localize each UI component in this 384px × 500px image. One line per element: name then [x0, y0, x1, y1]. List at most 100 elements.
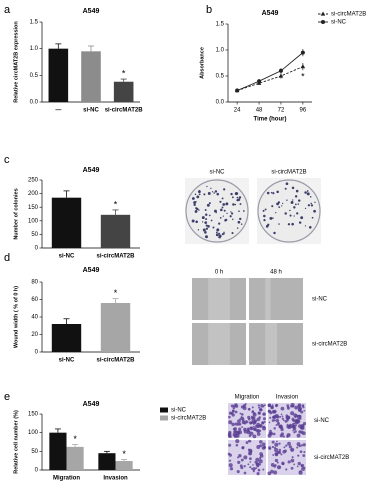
cell [237, 419, 241, 424]
cell [274, 464, 277, 467]
colony [193, 203, 196, 207]
cell [245, 441, 249, 444]
cell [243, 427, 247, 432]
cell [298, 470, 303, 475]
y-tick-label: 0 [35, 246, 39, 252]
cell [273, 470, 278, 475]
cell [262, 468, 265, 471]
image-column-label: Migration [235, 395, 260, 401]
chart-title: A549 [83, 8, 100, 15]
cell [297, 454, 299, 457]
cell [276, 461, 279, 464]
marker [300, 50, 305, 55]
colony [278, 206, 281, 209]
colony [278, 223, 280, 225]
colony [284, 187, 287, 190]
colony [198, 193, 201, 196]
colony [201, 221, 204, 223]
colony [284, 212, 287, 215]
colony [229, 215, 232, 218]
cell [263, 445, 267, 449]
cell [293, 431, 296, 434]
colony [300, 216, 304, 220]
cell [288, 445, 292, 449]
y-tick-label: 40 [31, 315, 38, 321]
colony [218, 234, 222, 238]
colony [218, 222, 221, 225]
colony [220, 208, 223, 212]
cell [300, 464, 303, 467]
cell [236, 470, 240, 474]
colony [270, 191, 273, 194]
chart-title: A549 [83, 167, 100, 174]
x-tick-label: — [55, 108, 61, 114]
cell [271, 419, 275, 422]
colony [223, 209, 226, 212]
cell [227, 452, 231, 456]
colony [216, 192, 220, 196]
colony [231, 212, 234, 215]
colony [219, 217, 222, 219]
colony [298, 221, 302, 224]
cell [292, 429, 294, 432]
colony [215, 233, 219, 237]
marker [278, 68, 283, 73]
y-tick-label: 0.5 [216, 74, 225, 80]
cell [260, 404, 264, 408]
y-tick-label: 0.5 [30, 73, 39, 79]
colony [311, 216, 314, 219]
wound-gap [265, 323, 278, 365]
cell [296, 433, 301, 438]
cell [272, 415, 275, 419]
colony [201, 216, 205, 220]
colony [230, 211, 232, 213]
colony [294, 203, 297, 206]
cell [234, 430, 237, 433]
cell [271, 440, 275, 444]
cell [258, 459, 263, 464]
significance-mark: * [114, 199, 118, 209]
cell [268, 447, 272, 450]
cell [278, 424, 283, 429]
cell [232, 427, 236, 431]
cell [268, 421, 271, 424]
colony [263, 214, 266, 218]
cell [238, 430, 243, 435]
cell [292, 426, 297, 431]
image-column-label: si-circMAT2B [271, 170, 306, 176]
cell [229, 467, 234, 471]
cell [293, 422, 296, 425]
cell [241, 426, 243, 428]
cell [234, 410, 238, 414]
cell [250, 426, 253, 429]
cell [258, 406, 261, 409]
cell [287, 425, 292, 429]
bar [51, 324, 82, 352]
colony [307, 204, 311, 207]
colony [264, 208, 267, 211]
colony [210, 187, 212, 190]
cell [290, 466, 294, 470]
colony [276, 190, 279, 194]
colony [238, 210, 240, 213]
colony [234, 192, 238, 196]
bar [48, 48, 69, 102]
x-tick-label: si-circMAT2B [105, 108, 144, 114]
cell [298, 444, 301, 448]
colony [236, 196, 239, 199]
colony [263, 219, 266, 222]
y-tick-label: 1.0 [30, 46, 39, 52]
colony [208, 202, 211, 205]
cell [246, 430, 251, 435]
cell [257, 404, 260, 407]
cell [278, 448, 282, 452]
cell [228, 415, 231, 419]
bar [51, 197, 82, 248]
x-tick-label: Invasion [103, 476, 128, 482]
cell [303, 466, 306, 469]
cell [302, 422, 307, 426]
x-tick-label: 96 [300, 108, 307, 114]
cell [287, 441, 291, 446]
cell [270, 405, 274, 409]
colony [191, 197, 195, 200]
